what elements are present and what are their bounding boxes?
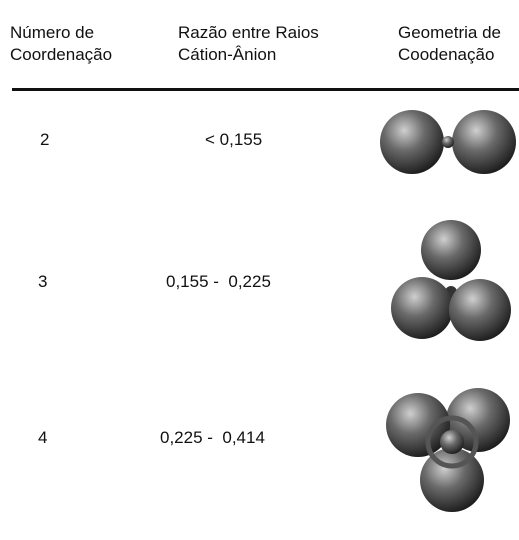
trigonal-geometry xyxy=(391,220,511,341)
table-page: Número de Coordenação Razão entre Raios … xyxy=(0,0,519,540)
tetrahedral-geometry xyxy=(386,388,510,512)
linear-geometry xyxy=(380,110,516,174)
geometry-illustrations xyxy=(0,0,519,540)
